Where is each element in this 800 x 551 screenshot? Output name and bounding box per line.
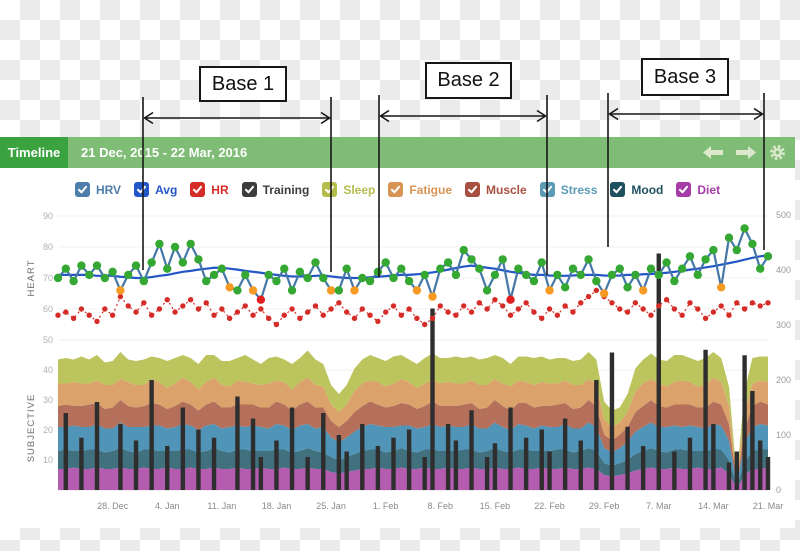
annotation-box-1: Base 1 (199, 66, 287, 102)
annotation-box-3: Base 3 (641, 58, 729, 96)
legend-item-diet[interactable]: Diet (676, 182, 720, 197)
timeline-header: Timeline 21 Dec, 2015 - 22 Mar, 2016 (0, 137, 795, 168)
checkbox-checked-icon[interactable] (74, 182, 90, 197)
checkbox-checked-icon[interactable] (388, 182, 404, 197)
legend-label: Avg (155, 182, 178, 197)
header-icon-group (703, 137, 795, 168)
legend-item-sleep[interactable]: Sleep (322, 182, 375, 197)
legend-label: Stress (560, 182, 598, 197)
chart-panel: HRV Avg HR Training Sleep Fatigue Muscle Stress… (0, 168, 795, 528)
legend-item-avg[interactable]: Avg (134, 182, 177, 197)
legend-item-stress[interactable]: Stress (539, 182, 598, 197)
legend-item-mood[interactable]: Mood (610, 182, 663, 197)
legend-label: Mood (631, 182, 664, 197)
annotation-box-2: Base 2 (425, 62, 512, 99)
checkbox-checked-icon[interactable] (322, 182, 338, 197)
next-arrow-icon[interactable] (736, 146, 756, 159)
checkbox-checked-icon[interactable] (465, 182, 480, 197)
settings-gear-icon[interactable] (769, 144, 786, 161)
legend-label: Diet (697, 182, 721, 197)
timeline-date-range: 21 Dec, 2015 - 22 Mar, 2016 (81, 145, 248, 160)
checkbox-checked-icon[interactable] (134, 182, 150, 197)
timeline-title: Timeline (0, 137, 68, 168)
checkbox-checked-icon[interactable] (241, 182, 257, 197)
legend-label: Training (262, 182, 310, 197)
legend-item-training[interactable]: Training (241, 182, 310, 197)
checkbox-checked-icon[interactable] (676, 182, 692, 197)
legend-label: HRV (95, 182, 122, 197)
legend-label: Fatigue (409, 182, 452, 197)
legend-item-fatigue[interactable]: Fatigue (388, 182, 452, 197)
checkbox-checked-icon[interactable] (190, 182, 206, 197)
prev-arrow-icon[interactable] (703, 146, 723, 159)
legend-label: Sleep (343, 182, 376, 197)
legend-label: HR (211, 182, 229, 197)
legend-item-muscle[interactable]: Muscle (465, 182, 527, 197)
legend-item-hr[interactable]: HR (190, 182, 229, 197)
checkbox-checked-icon[interactable] (539, 182, 555, 197)
checkbox-checked-icon[interactable] (610, 182, 626, 197)
legend-label: Muscle (486, 182, 527, 197)
chart-legend: HRV Avg HR Training Sleep Fatigue Muscle Stress… (0, 182, 795, 197)
legend-item-hrv[interactable]: HRV (74, 182, 122, 197)
